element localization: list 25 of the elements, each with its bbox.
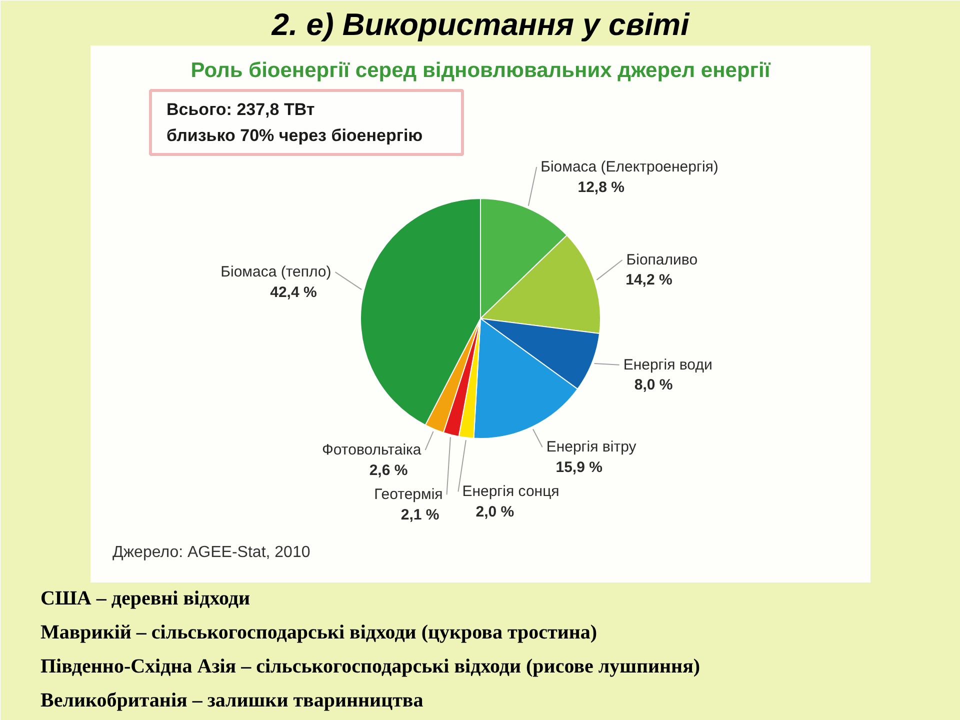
slice-label: Фотовольтаіка bbox=[322, 442, 422, 459]
text: Великобританія – залишки тваринництва bbox=[40, 690, 424, 712]
slice-label: Енергія вітру bbox=[546, 438, 637, 456]
text: США – деревні відходи bbox=[40, 588, 250, 610]
data-label: 2,6 % bbox=[369, 462, 408, 479]
text: близько 70% через біоенергію bbox=[166, 126, 423, 145]
text: Південно-Східна Азія – сільськогосподарські відходи (рисове лушпиння) bbox=[40, 656, 700, 678]
data-label: 8,0 % bbox=[634, 376, 673, 394]
data-label: 15,9 % bbox=[556, 458, 602, 476]
data-label: 2,1 % bbox=[400, 506, 440, 524]
slice-label: Геотермія bbox=[374, 486, 443, 504]
chart-subtitle: Роль біоенергії серед відновлювальних джерел енергії bbox=[190, 59, 772, 82]
slice-label: Біопаливо bbox=[626, 251, 698, 268]
slice-label: Біомаса (тепло) bbox=[220, 264, 332, 281]
data-label: 2,0 % bbox=[476, 503, 514, 520]
data-label: 12,8 % bbox=[578, 178, 624, 196]
slice-label: Біомаса (Електроенергія) bbox=[540, 158, 718, 176]
text: Всього: 237,8 ТВт bbox=[166, 100, 315, 119]
chart-title: 2. е) Використання у світі bbox=[270, 7, 691, 42]
text: Джерело: AGEE-Stat, 2010 bbox=[112, 544, 310, 561]
slice-label: Енергія води bbox=[623, 356, 712, 374]
text: Маврикій – сільськогосподарські відходи (цукрова тростина) bbox=[40, 622, 598, 644]
data-label: 14,2 % bbox=[626, 272, 672, 289]
data-label: 42,4 % bbox=[270, 284, 317, 301]
slice-label: Енергія сонця bbox=[462, 483, 560, 500]
